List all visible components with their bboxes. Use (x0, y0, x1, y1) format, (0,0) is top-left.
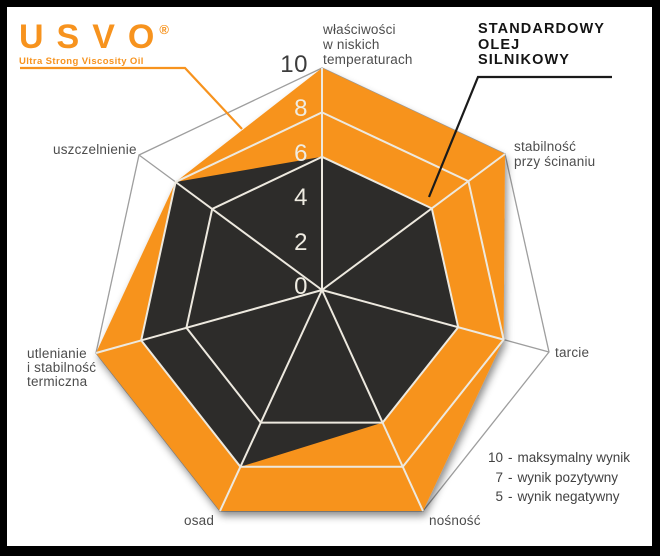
radar-axis-highlight-5 (95, 289, 323, 354)
usvo-logo-title: USVO® (19, 18, 169, 56)
radar-axis-highlight-3 (321, 289, 424, 512)
grid-ring-8 (140, 111, 505, 468)
tick-label-8: 8 (294, 95, 308, 123)
standard-oil-callout-line (427, 75, 612, 198)
frame-border-right (652, 0, 660, 556)
score-legend: 10 - maksymalny wynik 7 - wynik pozytywn… (469, 448, 630, 507)
tick-label-4: 4 (294, 184, 308, 212)
tick-label-2: 2 (294, 228, 308, 256)
frame-border-left (0, 0, 7, 556)
axis-label-load-capacity: nośność (429, 513, 481, 528)
standard-oil-series-polygon (141, 156, 459, 467)
axis-label-oxidation-thermal-stability: utlenianie i stabilność termiczna (27, 346, 97, 389)
usvo-logo: USVO® Ultra Strong Viscosity Oil (19, 12, 169, 67)
tick-label-10: 10 (280, 51, 308, 78)
usvo-logo-subtitle: Ultra Strong Viscosity Oil (19, 56, 144, 67)
radar-axis-highlight-4 (219, 289, 323, 512)
tick-label-0: 0 (294, 273, 308, 300)
axis-label-sealing: uszczelnienie (53, 142, 137, 157)
legend-row-max-score: 10 - maksymalny wynik (487, 450, 631, 465)
frame-border-bottom (0, 546, 660, 556)
tick-label-6: 6 (294, 139, 308, 167)
legend-row-positive-score: 7 - wynik pozytywny (495, 469, 619, 485)
axis-label-friction: tarcie (555, 345, 590, 360)
axis-label-low-temperature-properties: właściwości w niskich temperaturach (323, 22, 413, 67)
standard-oil-series-label: STANDARDOWY OLEJ SILNIKOWY (478, 21, 606, 68)
radar-axis-highlight-1 (321, 153, 506, 291)
radar-axis-highlight-6 (175, 181, 323, 291)
usvo-callout-line (20, 66, 243, 130)
radar-axis-highlight-2 (321, 289, 504, 341)
registered-trademark-icon: ® (159, 22, 169, 37)
frame-border-top (0, 0, 660, 7)
grid-ring-6 (185, 155, 460, 424)
legend-row-negative-score: 5 - wynik negatywny (495, 489, 620, 504)
axis-label-shear-stability: stabilność przy ścinaniu (514, 139, 596, 169)
axis-label-deposits: osad (184, 513, 215, 528)
